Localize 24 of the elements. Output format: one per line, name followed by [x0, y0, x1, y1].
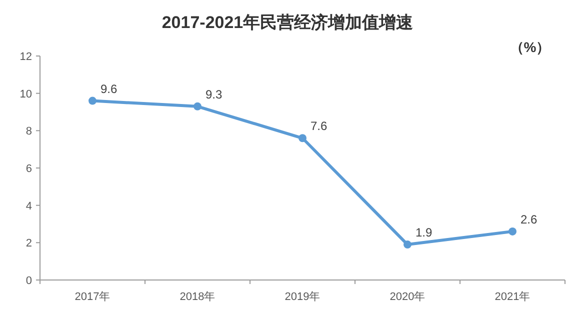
y-tick-label: 2: [26, 238, 32, 250]
point: [298, 134, 306, 142]
y-tick-label: 12: [20, 51, 32, 63]
chart-title: 2017-2021年民营经济增加值增速: [162, 13, 414, 32]
y-tick-label: 4: [26, 200, 32, 212]
x-tick-label: 2017年: [74, 291, 110, 303]
x-tick-label: 2020年: [390, 291, 426, 303]
point: [88, 96, 96, 105]
data-label: 2.6: [520, 212, 538, 226]
y-axis-title: （%）: [510, 39, 550, 55]
data-label: 9.6: [100, 82, 118, 96]
y-tick-label: 8: [26, 126, 32, 138]
data-label: 7.6: [310, 119, 328, 134]
data-label: 1.9: [416, 226, 433, 240]
data-label: 9.3: [206, 87, 223, 102]
x-tick-label: 2021年: [494, 291, 530, 303]
point: [508, 227, 516, 236]
x-tick-label: 2018年: [180, 291, 216, 303]
y-tick-label: 10: [20, 88, 32, 100]
point: [194, 102, 202, 110]
y-tick-label: 0: [26, 275, 32, 287]
x-tick-label: 2019年: [284, 291, 320, 303]
point: [404, 240, 412, 249]
y-tick-label: 6: [26, 163, 32, 175]
